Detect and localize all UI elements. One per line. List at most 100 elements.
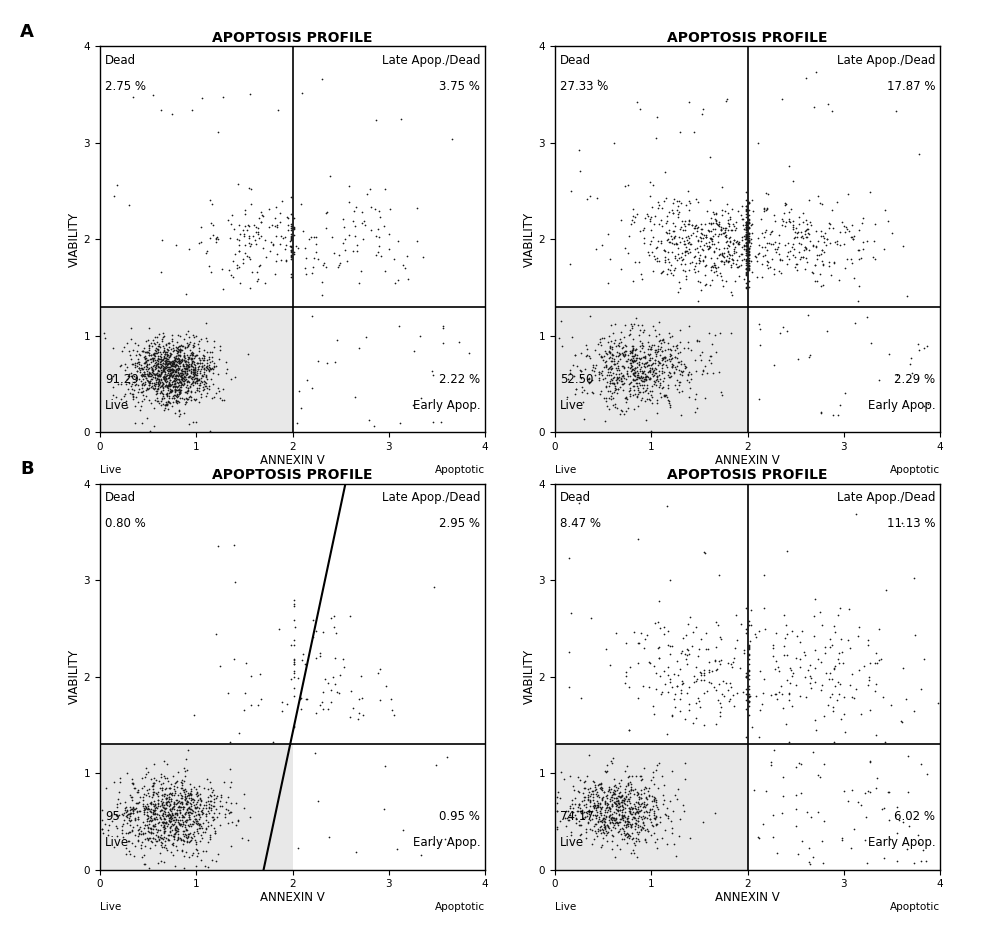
Point <box>165 340 181 355</box>
Point <box>168 339 184 354</box>
Point <box>798 241 814 256</box>
Point <box>149 384 165 399</box>
Point <box>629 824 645 839</box>
Point <box>597 354 613 369</box>
Point <box>741 280 757 295</box>
Point <box>715 220 731 235</box>
Point <box>674 214 690 229</box>
Point <box>153 366 169 381</box>
Point <box>628 768 644 783</box>
Point <box>156 364 172 379</box>
Point <box>697 359 713 374</box>
Point <box>274 695 290 710</box>
Point <box>827 234 843 249</box>
Point <box>741 242 757 257</box>
Point <box>155 795 171 810</box>
Point <box>158 794 174 809</box>
Point <box>611 796 627 811</box>
Point <box>641 788 657 803</box>
Point <box>133 367 149 382</box>
Point <box>812 604 828 619</box>
Point <box>674 383 690 398</box>
Point <box>665 215 681 230</box>
Point <box>670 209 686 224</box>
Point <box>636 810 652 825</box>
Point <box>743 618 759 632</box>
Point <box>128 377 144 392</box>
Point <box>206 360 222 375</box>
Point <box>693 283 709 298</box>
Point <box>648 342 664 357</box>
Point <box>705 205 721 219</box>
Point <box>135 796 151 811</box>
Point <box>800 221 816 236</box>
Point <box>152 368 168 383</box>
Point <box>126 848 142 863</box>
Point <box>717 204 733 219</box>
Point <box>698 642 714 657</box>
Point <box>603 753 619 768</box>
Point <box>630 831 646 846</box>
Point <box>657 389 673 404</box>
Point <box>177 793 193 808</box>
Point <box>721 246 737 261</box>
Point <box>152 374 168 389</box>
Point <box>741 652 757 667</box>
Point <box>283 219 299 233</box>
Point <box>636 374 652 389</box>
Point <box>803 810 819 825</box>
Point <box>825 699 841 714</box>
Point <box>139 360 155 375</box>
Point <box>727 274 743 289</box>
Point <box>637 779 653 794</box>
Point <box>660 811 676 826</box>
Point <box>694 222 710 237</box>
Point <box>736 242 752 257</box>
Point <box>173 352 189 367</box>
Point <box>152 823 168 838</box>
Point <box>602 802 618 817</box>
Point <box>273 252 289 267</box>
Point <box>889 367 905 382</box>
Point <box>193 793 209 808</box>
Point <box>177 362 193 377</box>
Point <box>687 241 703 256</box>
Point <box>650 373 666 388</box>
Point <box>146 798 162 813</box>
Point <box>243 669 259 684</box>
Point <box>180 350 196 365</box>
Point <box>658 357 674 372</box>
Point <box>294 653 310 668</box>
Point <box>590 823 606 838</box>
Point <box>136 802 152 817</box>
Point <box>169 820 185 835</box>
Point <box>145 805 161 820</box>
Point <box>702 349 718 364</box>
Point <box>793 225 809 240</box>
Point <box>703 675 719 690</box>
Point <box>846 821 862 836</box>
Point <box>624 344 640 359</box>
Point <box>153 793 169 808</box>
Point <box>203 789 219 804</box>
Point <box>164 801 180 816</box>
Point <box>160 394 176 409</box>
Point <box>824 203 840 218</box>
Point <box>647 811 663 826</box>
Point <box>798 690 814 705</box>
Point <box>728 220 744 235</box>
Point <box>294 86 310 100</box>
Point <box>153 265 169 280</box>
Point <box>152 798 168 813</box>
Point <box>175 815 191 830</box>
Point <box>716 246 732 260</box>
Point <box>147 366 163 381</box>
Point <box>795 249 811 264</box>
Point <box>636 220 652 235</box>
Point <box>183 392 199 407</box>
Point <box>800 308 816 323</box>
Point <box>163 347 179 362</box>
Point <box>654 684 670 699</box>
Point <box>165 338 181 352</box>
Point <box>146 818 162 833</box>
